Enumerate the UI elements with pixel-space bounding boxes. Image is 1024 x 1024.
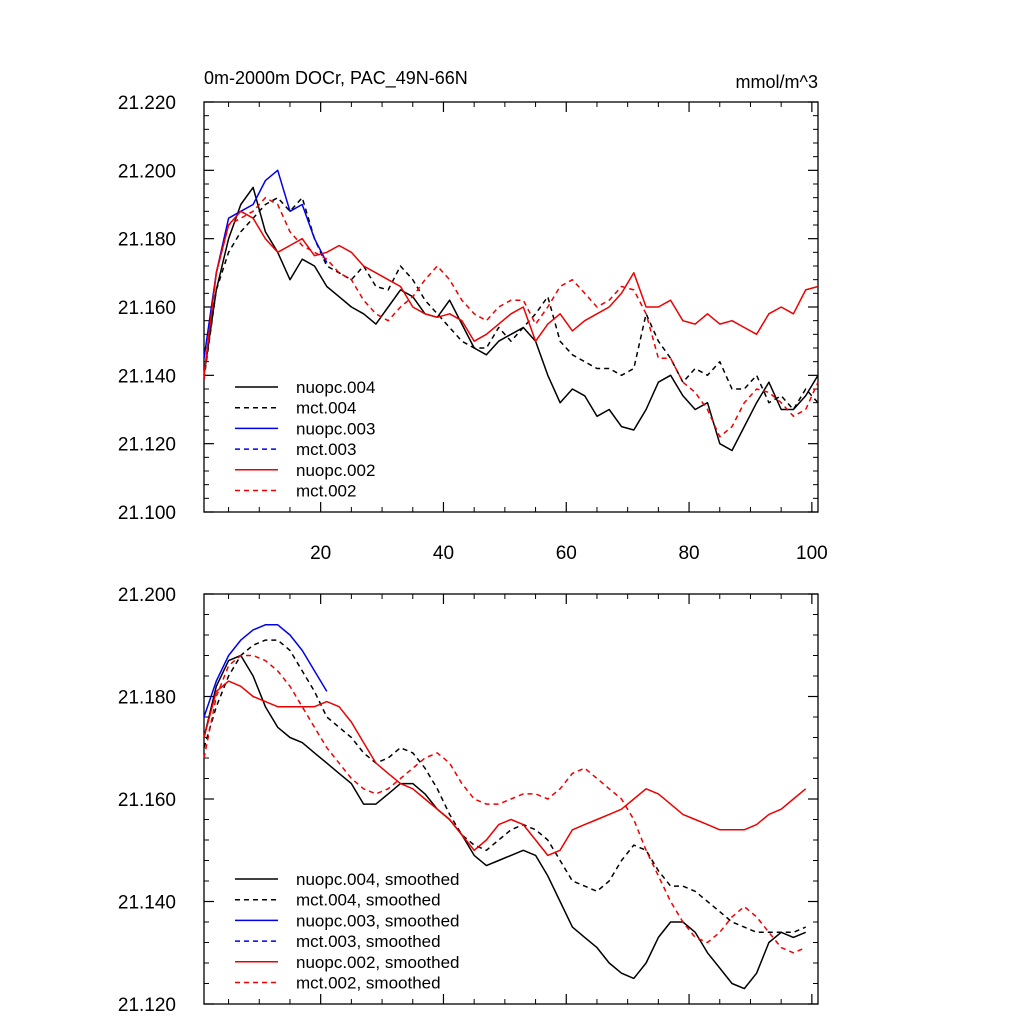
top-ytick-label: 21.100 [118, 503, 176, 524]
legend-label: mct.003 [296, 440, 356, 459]
bottom-ytick-label: 21.140 [118, 893, 176, 914]
legend-label: mct.003, smoothed [296, 932, 441, 951]
legend-label: mct.004, smoothed [296, 891, 441, 910]
bottom-ytick-label: 21.200 [118, 585, 176, 606]
legend-label: mct.002, smoothed [296, 974, 441, 993]
top-xtick-label: 80 [678, 543, 699, 564]
series-line-nuopc-003-smoothed [203, 624, 328, 718]
bottom-chart-ticks: 21.120 21.140 21.160 21.180 21.200 [118, 585, 818, 1016]
top-ytick-label: 21.220 [118, 93, 176, 114]
series-line-nuopc-003 [203, 169, 328, 359]
bottom-ytick-label: 21.160 [118, 790, 176, 811]
legend-label: nuopc.002 [296, 461, 375, 480]
bottom-chart: 21.120 21.140 21.160 21.180 21.200 nuopc.004… [118, 585, 819, 1016]
top-chart-title: 0m-2000m DOCr, PAC_49N-66N [204, 68, 468, 89]
series-line-mct-002-smoothed [203, 654, 806, 954]
legend-label: nuopc.003, smoothed [296, 911, 460, 930]
series-line-mct-004 [203, 196, 819, 411]
legend-label: nuopc.003 [296, 419, 375, 438]
top-chart-ticks: 21.100 21.120 21.140 21.160 21.180 21.200 21.2… [118, 93, 828, 564]
top-chart: 0m-2000m DOCr, PAC_49N-66N mmol/m^3 21.1… [118, 68, 828, 564]
series-line-mct-002 [203, 196, 819, 438]
series-line-nuopc-004-smoothed [203, 654, 806, 990]
top-xtick-label: 20 [310, 543, 331, 564]
series-line-nuopc-004 [203, 186, 819, 452]
bottom-ytick-label: 21.120 [118, 995, 176, 1016]
series-line-nuopc-002 [203, 210, 819, 376]
top-ytick-label: 21.160 [118, 298, 176, 319]
legend-label: nuopc.004, smoothed [296, 870, 460, 889]
legend-label: mct.004 [296, 399, 356, 418]
top-ytick-label: 21.140 [118, 366, 176, 387]
legend-label: nuopc.004 [296, 378, 375, 397]
top-ytick-label: 21.200 [118, 161, 176, 182]
top-chart-lines [203, 169, 819, 452]
series-line-nuopc-002-smoothed [203, 680, 807, 857]
top-ytick-label: 21.120 [118, 435, 176, 456]
bottom-ytick-label: 21.180 [118, 688, 176, 709]
top-xtick-label: 40 [433, 543, 454, 564]
legend-label: nuopc.002, smoothed [296, 953, 460, 972]
legend-label: mct.002 [296, 482, 356, 501]
top-xtick-label: 60 [556, 543, 577, 564]
top-xtick-label: 100 [796, 543, 828, 564]
series-line-mct-004-smoothed [203, 639, 806, 934]
bottom-chart-lines [203, 624, 807, 990]
top-ytick-label: 21.180 [118, 230, 176, 251]
top-chart-units: mmol/m^3 [736, 72, 818, 92]
